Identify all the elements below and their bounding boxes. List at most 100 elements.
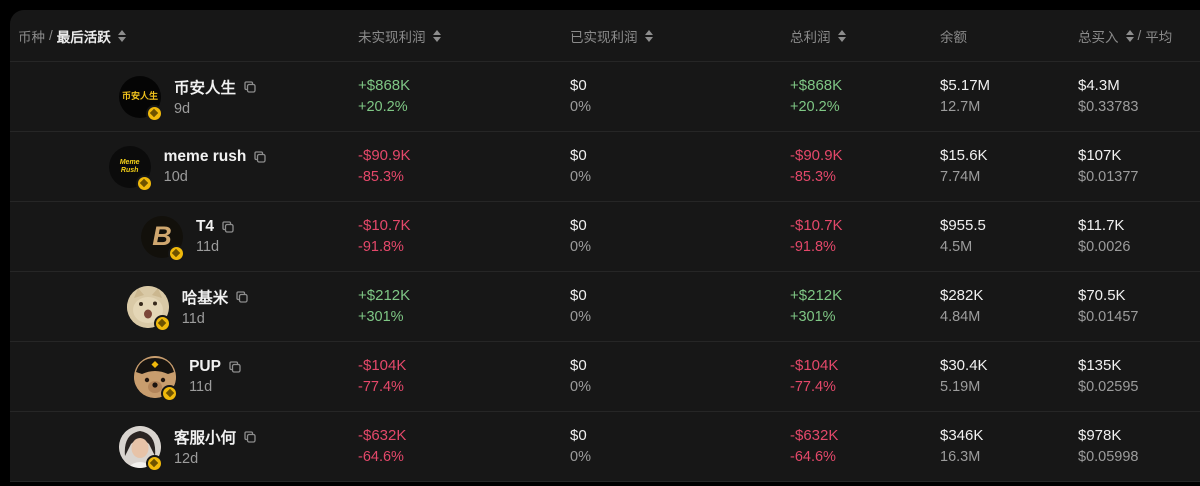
total-profit-percent: -91.8% xyxy=(790,239,836,255)
balance-usd: $5.17M xyxy=(940,77,991,94)
total-profit-value: +$868K xyxy=(790,77,843,94)
copy-address-icon[interactable] xyxy=(235,290,249,304)
token-info: 币安人生 9d xyxy=(174,76,257,117)
token-cell: 哈基米 11d xyxy=(10,285,358,332)
table-row[interactable]: B T4 11d xyxy=(10,202,1200,272)
realized-profit-percent: 0% xyxy=(570,99,591,115)
table-row[interactable]: Meme Rush meme rush 1 xyxy=(10,132,1200,202)
balance-cell: $15.6K 7.74M xyxy=(940,147,1078,186)
total-profit-cell: -$632K -64.6% xyxy=(790,427,940,466)
table-row[interactable]: PUP 11d -$104K -77.4% $0 0% -$104K xyxy=(10,342,1200,412)
last-active-time: 12d xyxy=(173,451,199,467)
token-avatar-image xyxy=(118,425,161,468)
total-profit-percent: +301% xyxy=(790,309,836,325)
unrealized-profit-cell: -$10.7K -91.8% xyxy=(358,217,570,256)
unrealized-profit-cell: -$104K -77.4% xyxy=(358,357,570,396)
unrealized-profit-percent: +20.2% xyxy=(358,99,408,115)
bnb-chain-badge-icon xyxy=(167,244,185,262)
token-name[interactable]: PUP xyxy=(189,358,221,375)
balance-token-amount: 5.19M xyxy=(940,379,981,395)
unrealized-profit-percent: -64.6% xyxy=(358,449,404,465)
total-buy-avg-cell: $107K $0.01377 xyxy=(1078,147,1200,186)
token-name[interactable]: 哈基米 xyxy=(181,290,229,307)
avg-price: $0.01457 xyxy=(1078,309,1139,325)
sort-icon[interactable] xyxy=(1125,29,1134,42)
total-profit-cell: -$10.7K -91.8% xyxy=(790,217,940,256)
balance-usd: $30.4K xyxy=(940,357,988,374)
unrealized-profit-percent: -85.3% xyxy=(358,169,404,185)
realized-profit-cell: $0 0% xyxy=(570,217,790,256)
realized-profit-cell: $0 0% xyxy=(570,357,790,396)
token-cell: PUP 11d xyxy=(10,355,358,402)
column-header-total-profit[interactable]: 总利润 xyxy=(790,26,940,46)
balance-usd: $955.5 xyxy=(940,217,986,234)
token-name[interactable]: 币安人生 xyxy=(173,80,236,97)
column-header-balance: 余额 xyxy=(940,29,967,45)
total-buy-value: $135K xyxy=(1078,357,1122,374)
copy-address-icon[interactable] xyxy=(243,430,257,444)
column-header-total-buy-avg[interactable]: 总买入 / 平均 xyxy=(1078,28,1173,45)
token-cell: Meme Rush meme rush 1 xyxy=(10,145,358,192)
bnb-chain-badge-icon xyxy=(145,104,163,122)
table-row[interactable]: 币安人生 币安人生 9d xyxy=(10,62,1200,132)
balance-token-amount: 12.7M xyxy=(940,99,981,115)
unrealized-profit-percent: -91.8% xyxy=(358,239,404,255)
unrealized-profit-value: -$104K xyxy=(358,357,407,374)
total-profit-cell: +$868K +20.2% xyxy=(790,77,940,116)
table-row[interactable]: 客服小何 12d -$632K -64.6% $0 0% -$632K xyxy=(10,412,1200,482)
balance-token-amount: 16.3M xyxy=(940,449,981,465)
table-row[interactable]: 哈基米 11d +$212K +301% $0 0% +$212K xyxy=(10,272,1200,342)
sort-icon[interactable] xyxy=(644,29,653,42)
token-avatar[interactable] xyxy=(126,285,171,332)
token-info: meme rush 10d xyxy=(164,148,268,185)
total-buy-value: $4.3M xyxy=(1078,77,1120,94)
token-name[interactable]: T4 xyxy=(195,218,215,235)
token-avatar[interactable]: B xyxy=(140,215,185,262)
copy-address-icon[interactable] xyxy=(221,220,235,234)
unrealized-profit-value: +$868K xyxy=(358,77,411,94)
balance-usd: $15.6K xyxy=(940,147,988,164)
realized-profit-percent: 0% xyxy=(570,169,591,185)
sort-icon[interactable] xyxy=(837,29,846,42)
unrealized-profit-cell: +$212K +301% xyxy=(358,287,570,326)
last-active-time: 11d xyxy=(181,311,205,327)
table-header: 币种 / 最后活跃 未实现利润 已实现利润 总利润 余额 总买入 / 平均 xyxy=(10,10,1200,62)
token-name[interactable]: 客服小何 xyxy=(173,430,236,447)
balance-usd: $346K xyxy=(940,427,984,444)
column-header-realized-profit[interactable]: 已实现利润 xyxy=(570,26,790,46)
balance-cell: $955.5 4.5M xyxy=(940,217,1078,256)
sort-icon[interactable] xyxy=(432,29,441,42)
column-header-unrealized-profit[interactable]: 未实现利润 xyxy=(358,26,570,46)
copy-address-icon[interactable] xyxy=(228,360,242,374)
realized-profit-value: $0 xyxy=(570,287,587,304)
total-profit-value: -$104K xyxy=(790,357,839,374)
sort-icon[interactable] xyxy=(117,29,126,42)
token-avatar[interactable]: 币安人生 xyxy=(118,75,163,122)
balance-cell: $5.17M 12.7M xyxy=(940,77,1078,116)
balance-token-amount: 4.84M xyxy=(940,309,981,325)
realized-profit-value: $0 xyxy=(570,427,587,444)
token-info: 哈基米 11d xyxy=(182,286,250,327)
column-header-token-last-active[interactable]: 币种 / 最后活跃 xyxy=(10,26,358,46)
total-profit-value: -$10.7K xyxy=(790,217,843,234)
realized-profit-cell: $0 0% xyxy=(570,427,790,466)
token-avatar[interactable]: Meme Rush xyxy=(108,145,153,192)
unrealized-profit-percent: -77.4% xyxy=(358,379,404,395)
avg-price: $0.0026 xyxy=(1078,239,1131,255)
total-buy-value: $107K xyxy=(1078,147,1122,164)
balance-cell: $30.4K 5.19M xyxy=(940,357,1078,396)
copy-address-icon[interactable] xyxy=(253,150,267,164)
realized-profit-percent: 0% xyxy=(570,379,591,395)
token-avatar[interactable] xyxy=(134,355,179,402)
token-avatar[interactable] xyxy=(118,425,163,472)
avg-price: $0.33783 xyxy=(1078,99,1139,115)
col-last-active-label: 最后活跃 xyxy=(56,29,111,45)
avg-price: $0.02595 xyxy=(1078,379,1139,395)
balance-cell: $346K 16.3M xyxy=(940,427,1078,466)
bnb-chain-badge-icon xyxy=(161,384,179,402)
token-name[interactable]: meme rush xyxy=(163,148,247,165)
unrealized-profit-percent: +301% xyxy=(358,309,404,325)
realized-profit-percent: 0% xyxy=(570,239,591,255)
copy-address-icon[interactable] xyxy=(243,80,257,94)
col-separator: / xyxy=(49,28,53,43)
